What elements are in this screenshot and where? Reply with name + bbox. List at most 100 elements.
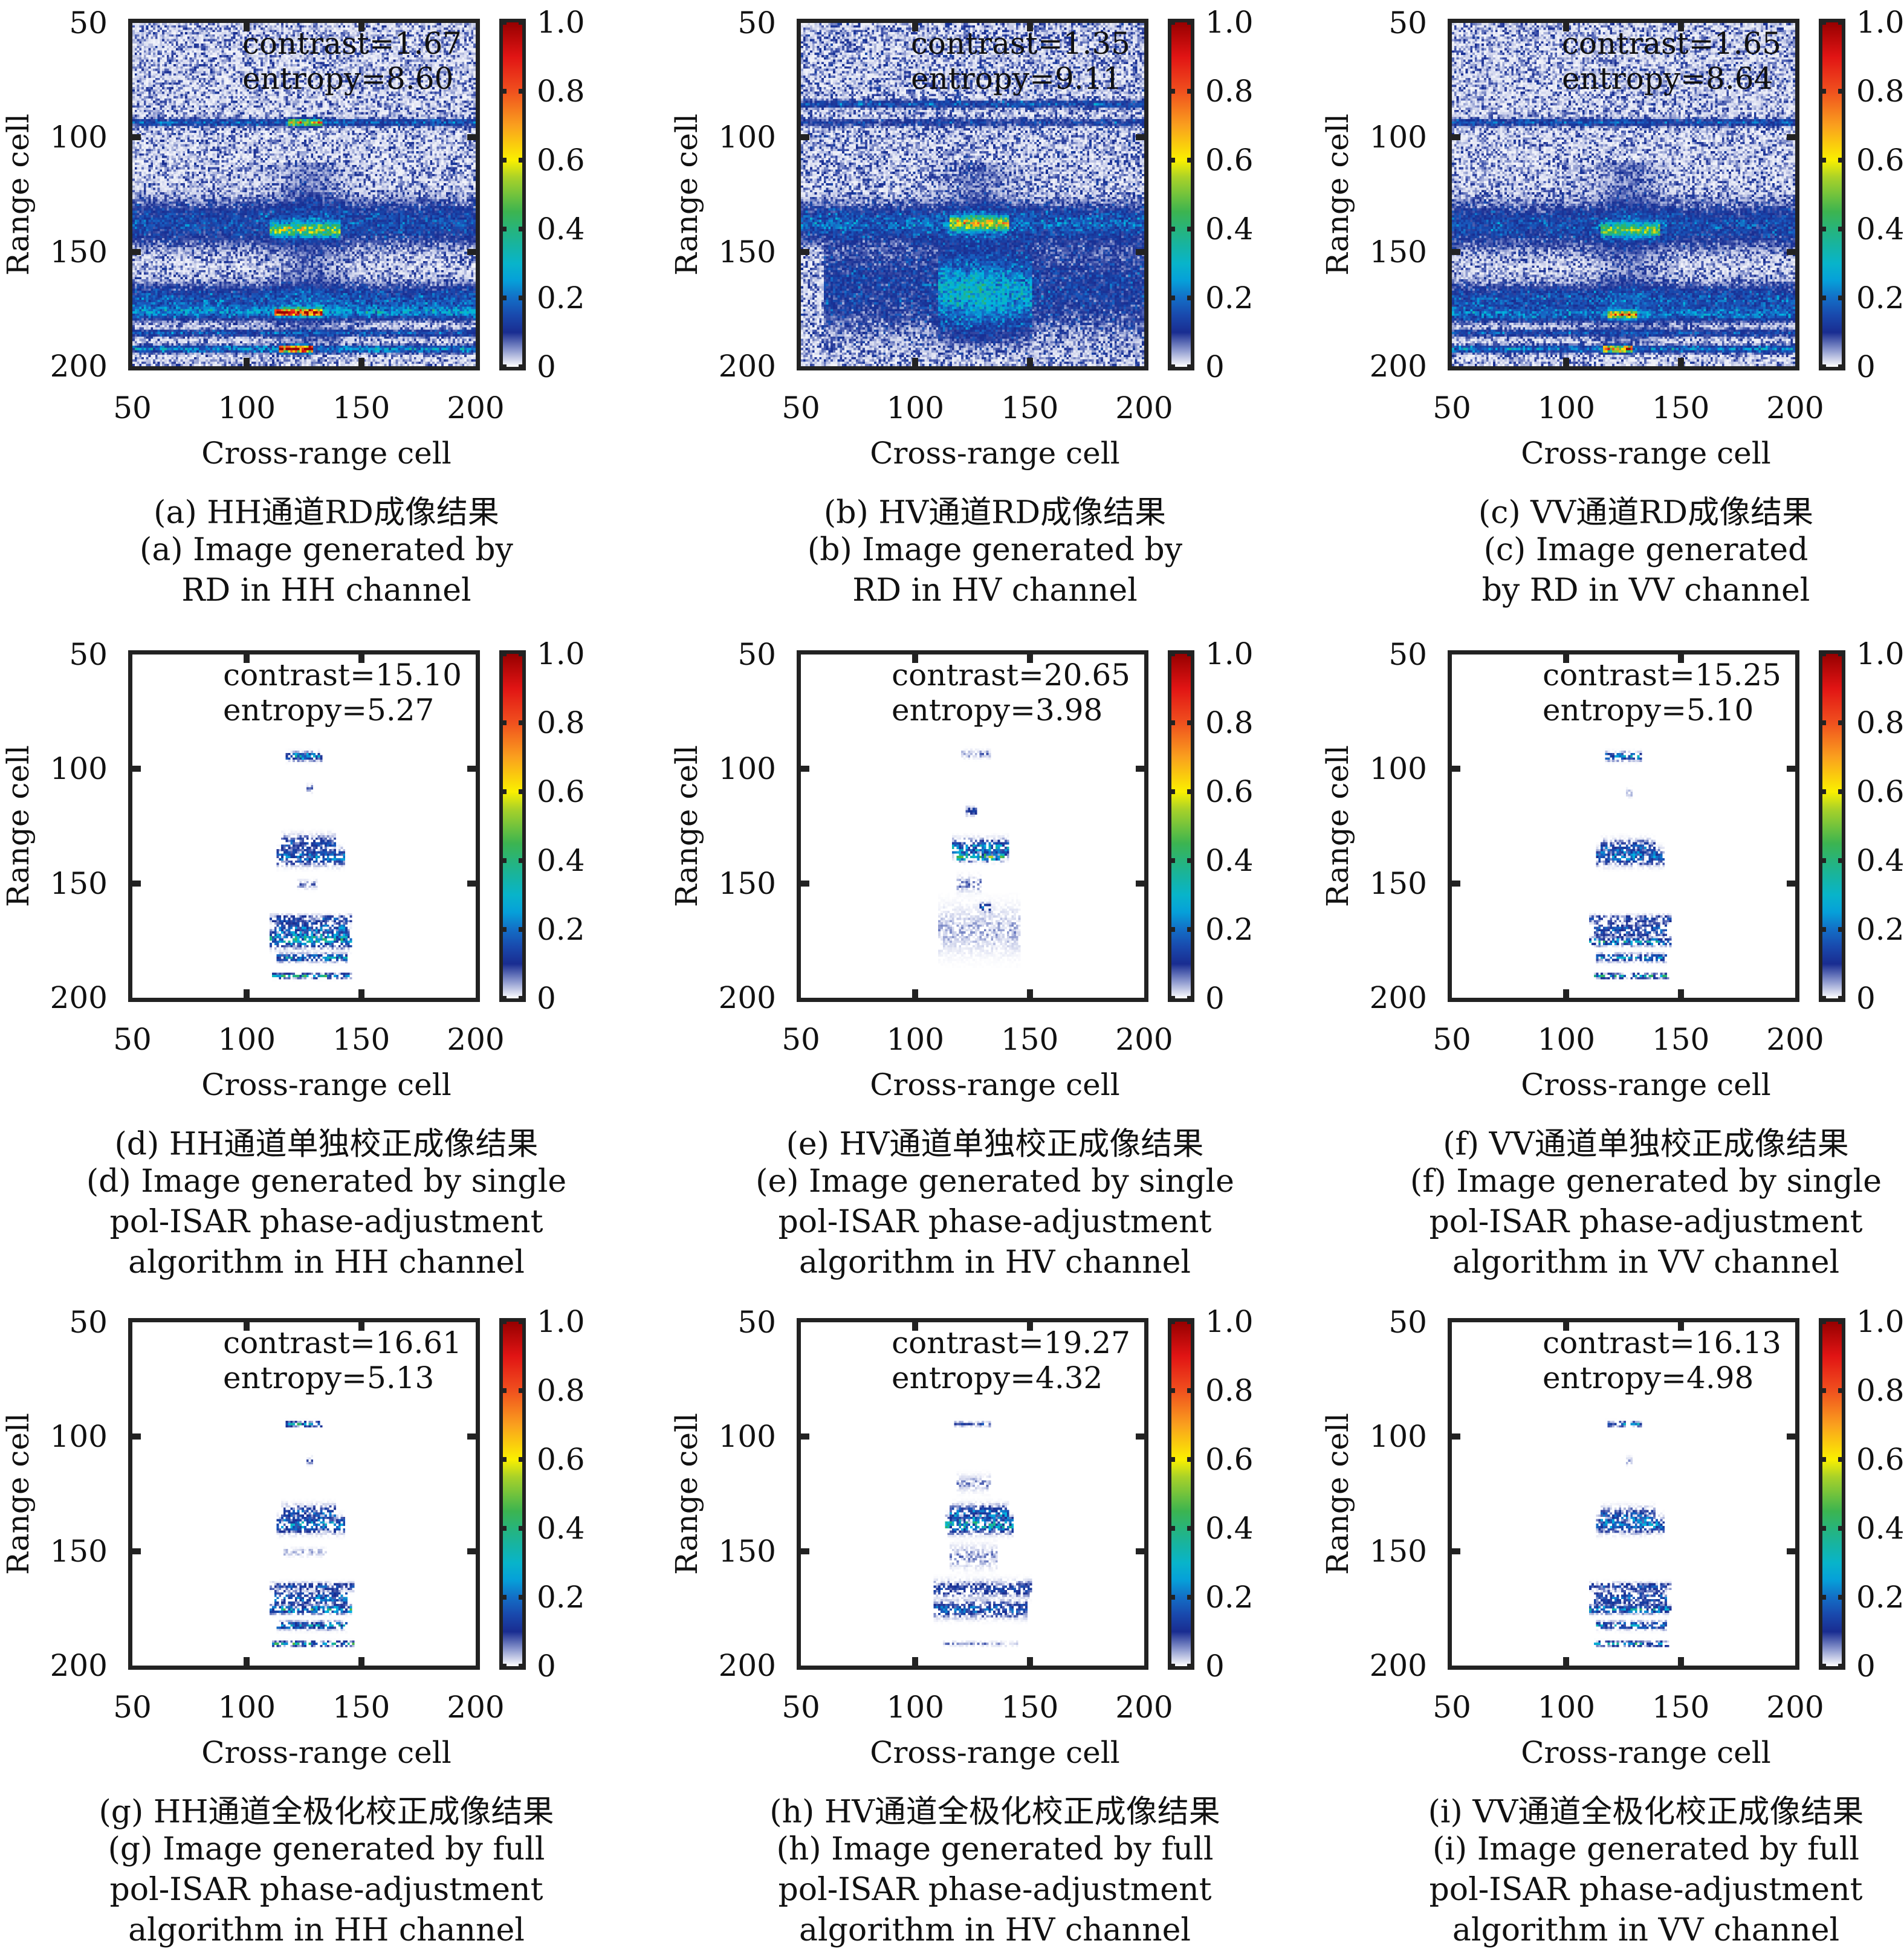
caption-line: pol-ISAR phase-adjustment: [109, 1872, 543, 1908]
colorbar-tick-mark: [1838, 996, 1845, 1001]
contrast-annotation: contrast=19.27: [892, 1325, 1130, 1360]
x-tick-label: 100: [1537, 1690, 1596, 1725]
colorbar-tick-label: 0: [1856, 1649, 1876, 1684]
colorbar-tick-mark: [1819, 651, 1826, 656]
plot-area: [128, 19, 480, 370]
x-tick-label: 200: [1766, 1690, 1824, 1725]
entropy-annotation: entropy=8.60: [242, 61, 454, 96]
caption-line: pol-ISAR phase-adjustment: [1429, 1204, 1863, 1240]
colorbar-tick-mark: [519, 651, 526, 656]
y-axis-label: Range cell: [669, 114, 704, 276]
y-tick-label: 200: [1369, 1648, 1427, 1683]
colorbar-tick-mark: [1819, 227, 1826, 231]
colorbar-tick-mark: [519, 158, 526, 163]
x-tick-mark: [912, 1657, 919, 1666]
colorbar-tick-mark: [1819, 1319, 1826, 1324]
x-tick-label: 50: [113, 390, 152, 425]
y-tick-mark: [1136, 134, 1144, 141]
y-tick-mark: [1452, 134, 1460, 141]
colorbar-tick-mark: [1819, 1388, 1826, 1393]
x-tick-mark: [358, 654, 364, 663]
colorbar-tick-mark: [1838, 1388, 1845, 1393]
x-tick-label: 150: [1651, 1690, 1710, 1725]
y-tick-mark: [801, 1548, 809, 1554]
x-axis-label: Cross-range cell: [870, 436, 1120, 471]
y-tick-label: 50: [69, 637, 108, 672]
plot-area: [128, 650, 480, 1002]
colorbar-tick-mark: [499, 1457, 507, 1462]
y-axis-label: Range cell: [1, 745, 36, 907]
colorbar-tick-label: 1.0: [1205, 1304, 1254, 1339]
y-tick-mark: [1787, 766, 1795, 772]
y-axis-label: Range cell: [1320, 1413, 1355, 1575]
colorbar-tick-mark: [1187, 1388, 1194, 1393]
colorbar-tick-mark: [1838, 927, 1845, 932]
panel-a: 50 50 100 100 150 150 200 200 0 0.2 0.4 0.6 0.8 1.0 Ra…: [0, 0, 635, 653]
contrast-annotation: contrast=16.61: [223, 1325, 462, 1360]
x-tick-label: 200: [447, 1690, 505, 1725]
colorbar-tick-label: 0.2: [1205, 280, 1254, 315]
x-tick-label: 150: [332, 1022, 390, 1057]
x-tick-mark: [1026, 1657, 1033, 1666]
colorbar-tick-mark: [1168, 927, 1175, 932]
colorbar-tick-mark: [1819, 720, 1826, 725]
heatmap-image: [132, 654, 476, 998]
colorbar-tick-mark: [1819, 927, 1826, 932]
caption-line: algorithm in VV channel: [1452, 1244, 1840, 1281]
y-tick-label: 200: [50, 1648, 108, 1683]
colorbar: [499, 1318, 526, 1670]
colorbar-tick-label: 1.0: [537, 1304, 585, 1339]
colorbar-tick-mark: [1819, 20, 1826, 25]
entropy-annotation: entropy=9.11: [911, 61, 1122, 96]
x-tick-label: 50: [782, 1022, 820, 1057]
colorbar-tick-label: 0.4: [537, 843, 585, 878]
y-tick-mark: [1452, 880, 1460, 887]
caption-line: (i) Image generated by full: [1432, 1831, 1860, 1867]
colorbar-tick-mark: [1168, 20, 1175, 25]
y-tick-mark: [1136, 248, 1144, 255]
x-tick-mark: [358, 23, 364, 31]
x-tick-mark: [244, 989, 250, 998]
colorbar-tick-label: 0.6: [1856, 774, 1904, 809]
y-tick-mark: [132, 134, 141, 141]
colorbar-tick-mark: [1168, 651, 1175, 656]
x-tick-mark: [1026, 1322, 1033, 1331]
caption-line: (e) Image generated by single: [756, 1163, 1234, 1200]
x-tick-mark: [1677, 358, 1684, 366]
colorbar-tick-mark: [1168, 296, 1175, 300]
y-tick-label: 100: [1369, 751, 1427, 787]
y-tick-mark: [132, 880, 141, 887]
x-tick-mark: [1563, 1322, 1570, 1331]
colorbar-tick-label: 0.8: [1856, 74, 1904, 109]
caption-line: (c) VV通道RD成像结果: [1478, 494, 1814, 531]
colorbar: [1168, 19, 1194, 370]
panel-i: 50 50 100 100 150 150 200 200 0 0.2 0.4 0.6 0.8 1.0 Ra…: [1320, 1299, 1904, 1952]
y-tick-label: 200: [1369, 349, 1427, 384]
x-tick-label: 50: [1433, 1022, 1471, 1057]
colorbar-tick-label: 0.4: [1205, 212, 1254, 247]
y-tick-label: 200: [1369, 980, 1427, 1015]
y-tick-mark: [801, 248, 809, 255]
y-axis-label: Range cell: [1, 1413, 36, 1575]
colorbar-tick-mark: [1819, 1526, 1826, 1531]
caption-line: pol-ISAR phase-adjustment: [778, 1204, 1212, 1240]
x-tick-mark: [1026, 654, 1033, 663]
colorbar-tick-mark: [1819, 1664, 1826, 1669]
x-tick-label: 100: [1537, 390, 1596, 425]
y-tick-mark: [467, 766, 476, 772]
colorbar-tick-mark: [1819, 89, 1826, 94]
caption-line: algorithm in HH channel: [128, 1244, 525, 1281]
colorbar-tick-mark: [519, 927, 526, 932]
colorbar-tick-label: 1.0: [537, 5, 585, 40]
colorbar-tick-mark: [1187, 296, 1194, 300]
plot-area: [1448, 650, 1799, 1002]
y-tick-label: 150: [1369, 865, 1427, 901]
colorbar-tick-mark: [1168, 364, 1175, 369]
colorbar-tick-mark: [1187, 651, 1194, 656]
caption-line: (d) HH通道单独校正成像结果: [114, 1126, 539, 1163]
x-tick-label: 50: [1433, 390, 1471, 425]
caption-line: algorithm in HV channel: [798, 1912, 1191, 1948]
x-tick-mark: [1677, 1322, 1684, 1331]
x-tick-label: 100: [886, 1690, 945, 1725]
colorbar-tick-mark: [1187, 720, 1194, 725]
